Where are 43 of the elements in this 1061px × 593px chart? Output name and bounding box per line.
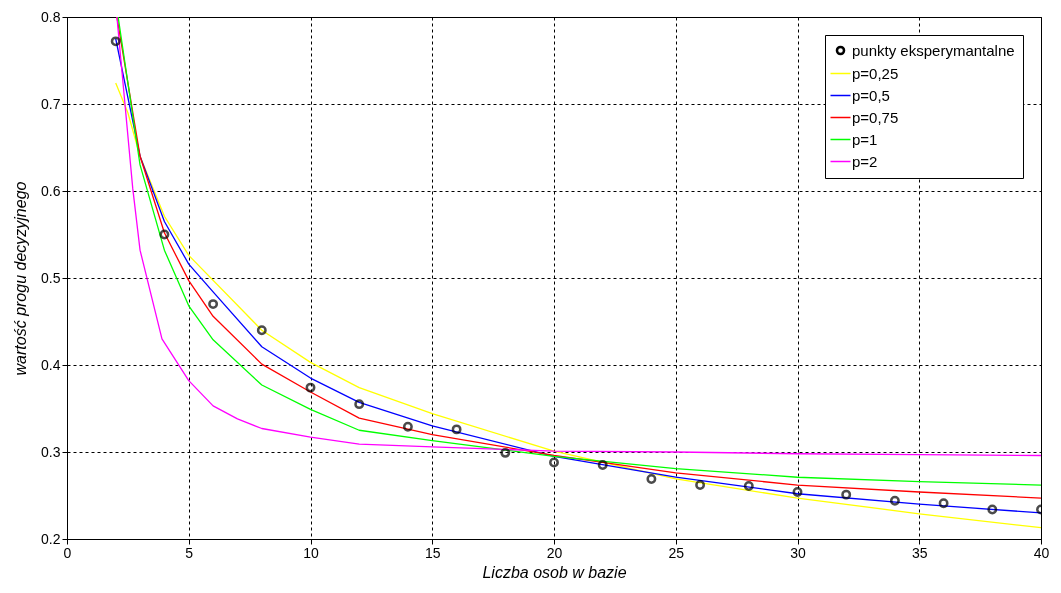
y-tick-label: 0.7 <box>41 95 61 112</box>
point <box>402 421 413 432</box>
legend-label: p=0,5 <box>852 86 890 104</box>
x-tick-label: 20 <box>546 544 563 561</box>
point <box>792 487 803 497</box>
y-tick-label: 0.8 <box>41 8 61 25</box>
x-tick-label: 0 <box>63 544 72 561</box>
y-tick-label: 0.6 <box>41 182 61 199</box>
x-tick-label: 10 <box>303 544 319 561</box>
point <box>597 460 608 470</box>
point <box>889 495 900 506</box>
legend-label: punkty eksperymantalne <box>852 41 1015 59</box>
x-tick-label: 5 <box>185 544 194 561</box>
x-tick-label: 35 <box>911 544 928 561</box>
point <box>208 299 219 310</box>
x-axis-title: Liczba osob w bazie <box>482 563 627 581</box>
point <box>987 504 998 515</box>
y-axis-title: wartość progu decyzyjnego <box>12 181 30 376</box>
y-tick-label: 0.2 <box>41 530 61 547</box>
y-tick-label: 0.5 <box>41 269 61 286</box>
x-tick-label: 40 <box>1033 544 1050 561</box>
y-tick-label: 0.4 <box>41 356 61 373</box>
point <box>451 424 462 435</box>
x-tick-label: 30 <box>790 544 806 561</box>
point <box>354 399 365 410</box>
point <box>695 480 706 491</box>
point <box>110 36 121 47</box>
point <box>549 457 559 468</box>
y-tick-label: 0.3 <box>41 443 61 460</box>
point <box>500 447 511 458</box>
point <box>159 229 170 240</box>
point <box>743 480 754 491</box>
point <box>841 489 852 500</box>
legend-label: p=0,25 <box>852 64 899 82</box>
point <box>646 474 657 484</box>
legend-label: p=1 <box>852 130 878 148</box>
x-tick-label: 15 <box>424 544 441 561</box>
x-tick-label: 25 <box>668 544 685 561</box>
point <box>305 382 316 393</box>
point <box>256 325 267 336</box>
legend-label: p=0,75 <box>852 108 899 126</box>
legend-label: p=2 <box>852 152 878 170</box>
point <box>938 498 949 509</box>
